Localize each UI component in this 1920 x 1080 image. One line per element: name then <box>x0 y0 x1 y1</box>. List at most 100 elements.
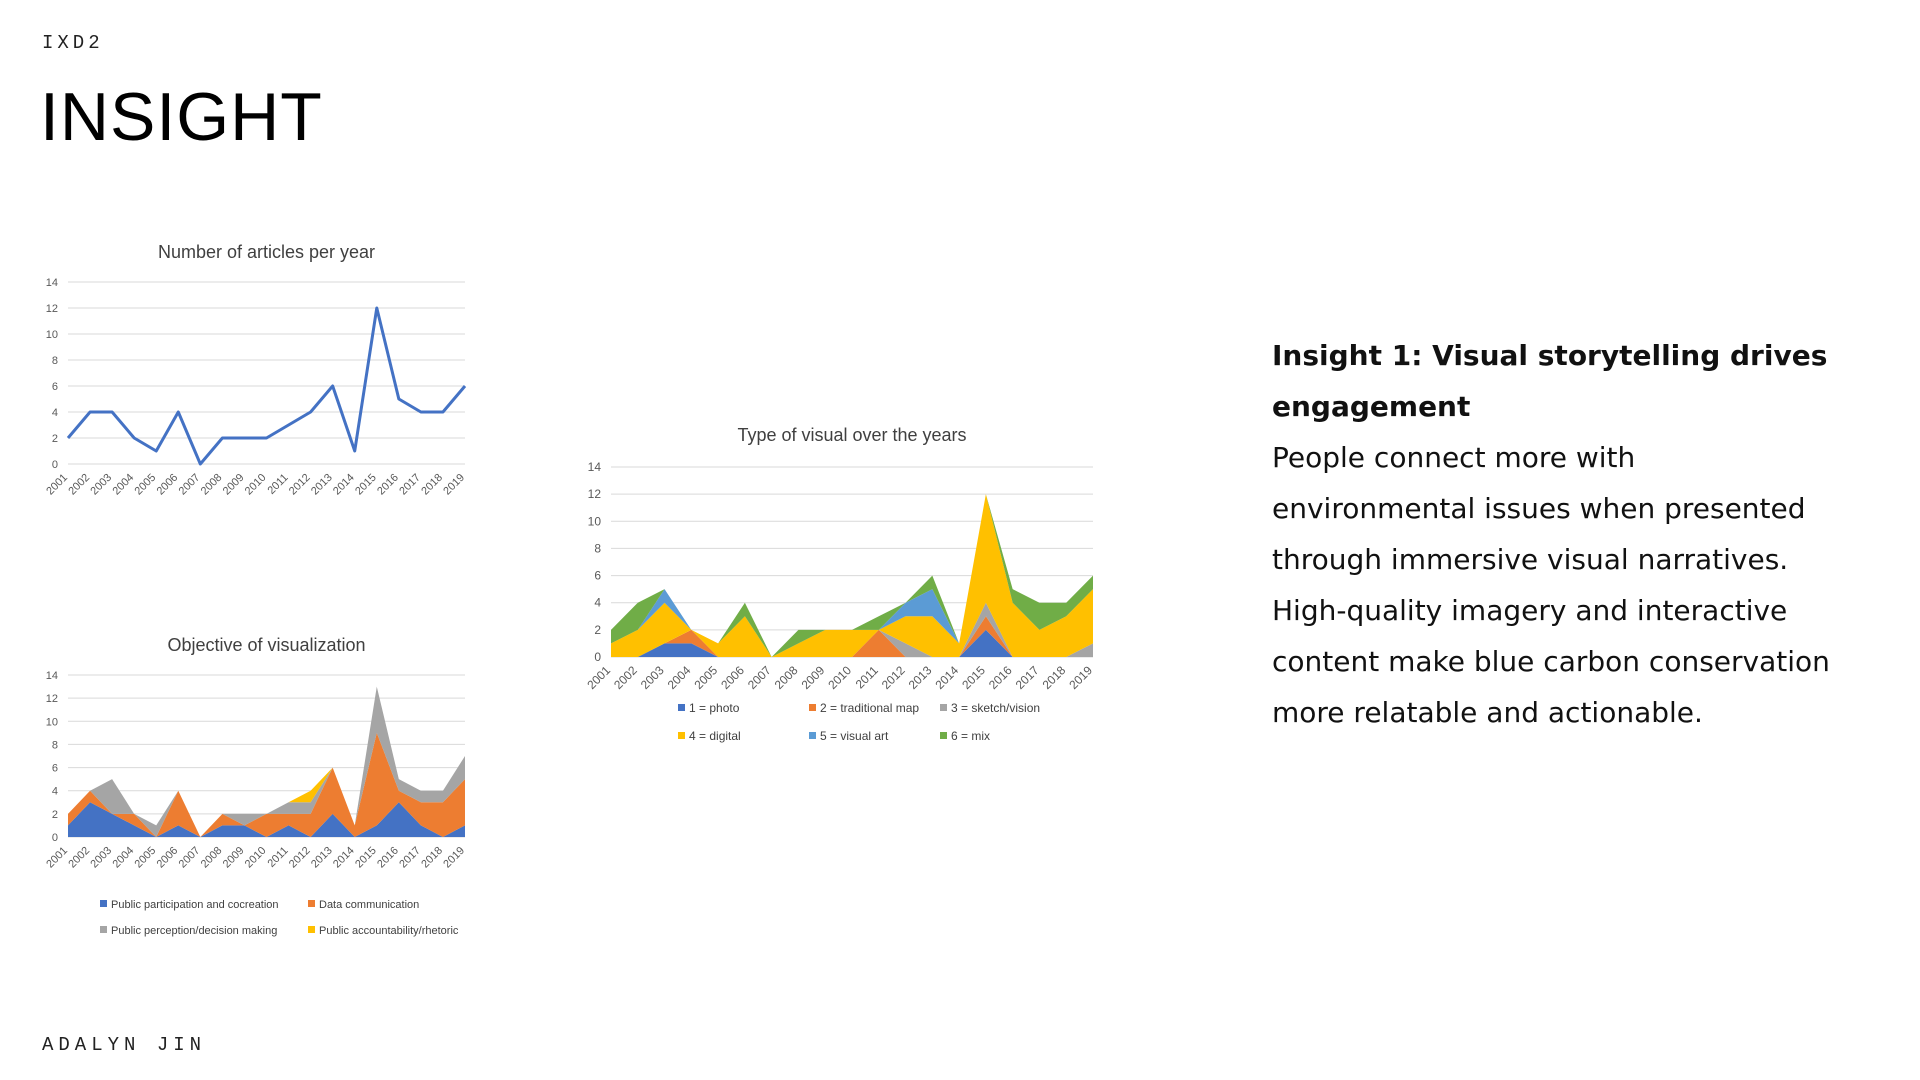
series-area <box>611 602 1093 657</box>
y-tick-label: 14 <box>46 670 58 682</box>
x-tick-label: 2003 <box>88 845 114 871</box>
y-tick-label: 8 <box>52 355 58 367</box>
x-tick-label: 2009 <box>221 845 247 871</box>
x-tick-label: 2012 <box>879 663 908 692</box>
y-tick-label: 0 <box>52 832 58 844</box>
insight-heading: Insight 1: Visual storytelling drives en… <box>1272 339 1828 423</box>
legend-swatch <box>940 704 947 711</box>
x-tick-label: 2016 <box>375 845 401 871</box>
x-tick-label: 2006 <box>155 845 181 871</box>
x-tick-label: 2012 <box>287 472 313 498</box>
y-tick-label: 12 <box>46 693 58 705</box>
x-tick-label: 2019 <box>441 845 467 871</box>
x-tick-label: 2014 <box>331 472 357 498</box>
insight-body: People connect more with environmental i… <box>1272 441 1830 729</box>
x-tick-label: 2005 <box>133 472 159 498</box>
legend-label: 1 = photo <box>689 701 740 715</box>
y-tick-label: 6 <box>52 381 58 393</box>
legend-label: 2 = traditional map <box>820 701 919 715</box>
legend-label: Public accountability/rhetoric <box>319 925 459 937</box>
x-tick-label: 2018 <box>419 845 445 871</box>
x-tick-label: 2018 <box>1040 663 1069 692</box>
x-tick-label: 2003 <box>638 663 667 692</box>
x-tick-label: 2010 <box>825 663 854 692</box>
course-label: IXD2 <box>42 32 104 54</box>
x-tick-label: 2013 <box>309 472 335 498</box>
y-tick-label: 12 <box>588 487 602 501</box>
x-tick-label: 2015 <box>353 472 379 498</box>
chart-title: Type of visual over the years <box>737 425 966 445</box>
x-tick-label: 2017 <box>397 845 423 871</box>
x-tick-label: 2005 <box>133 845 159 871</box>
x-tick-label: 2017 <box>397 472 423 498</box>
x-tick-label: 2009 <box>221 472 247 498</box>
x-tick-label: 2008 <box>199 472 225 498</box>
objective-svg: Objective of visualization 0 2 4 6 8 10 12 14 200… <box>44 635 467 937</box>
x-tick-label: 2001 <box>44 845 70 871</box>
y-tick-label: 10 <box>46 329 58 341</box>
y-tick-label: 4 <box>52 407 58 419</box>
legend-swatch <box>678 732 685 739</box>
legend-swatch <box>809 704 816 711</box>
x-tick-label: 2019 <box>441 472 467 498</box>
x-tick-label: 2007 <box>745 663 774 692</box>
x-tick-label: 2006 <box>155 472 181 498</box>
x-tick-label: 2010 <box>243 845 269 871</box>
y-tick-label: 10 <box>588 514 602 528</box>
legend-swatch <box>100 926 107 933</box>
x-tick-label: 2011 <box>853 663 881 691</box>
x-tick-label: 2004 <box>665 663 694 692</box>
legend-swatch <box>678 704 685 711</box>
legend-swatch <box>940 732 947 739</box>
series-area <box>611 629 1093 657</box>
series-area <box>68 732 465 837</box>
y-tick-label: 6 <box>52 763 58 775</box>
x-tick-label: 2004 <box>110 845 136 871</box>
x-tick-label: 2015 <box>353 845 379 871</box>
author-name: ADALYN JIN <box>42 1034 207 1056</box>
x-tick-label: 2018 <box>419 472 445 498</box>
x-tick-label: 2006 <box>718 663 747 692</box>
x-tick-label: 2016 <box>986 663 1015 692</box>
legend-label: Data communication <box>319 899 419 911</box>
x-tick-label: 2007 <box>177 845 203 871</box>
x-tick-label: 2002 <box>66 845 92 871</box>
x-tick-label: 2019 <box>1066 663 1095 692</box>
y-tick-label: 14 <box>46 277 58 289</box>
y-tick-label: 12 <box>46 303 58 315</box>
x-tick-label: 2010 <box>243 472 269 498</box>
x-tick-label: 2007 <box>177 472 203 498</box>
y-tick-label: 2 <box>594 623 601 637</box>
articles-per-year-chart: Number of articles per year 0 2 4 6 8 10 12 14 20… <box>30 232 560 542</box>
series-area <box>611 616 1093 657</box>
x-tick-label: 2008 <box>199 845 225 871</box>
y-tick-label: 8 <box>594 541 601 555</box>
x-tick-label: 2013 <box>906 663 935 692</box>
y-tick-label: 4 <box>594 596 601 610</box>
legend-label: 5 = visual art <box>820 729 889 743</box>
legend-swatch <box>308 900 315 907</box>
x-tick-label: 2003 <box>88 472 114 498</box>
legend-label: 6 = mix <box>951 729 990 743</box>
x-tick-label: 2004 <box>110 472 136 498</box>
x-tick-label: 2002 <box>611 663 640 692</box>
legend-label: 4 = digital <box>689 729 741 743</box>
chart-title: Number of articles per year <box>158 242 375 262</box>
x-tick-label: 2011 <box>265 472 290 497</box>
x-tick-label: 2017 <box>1013 663 1042 692</box>
x-tick-label: 2014 <box>932 663 961 692</box>
y-tick-label: 2 <box>52 433 58 445</box>
legend-swatch <box>308 926 315 933</box>
x-tick-label: 2013 <box>309 845 335 871</box>
y-tick-label: 6 <box>594 569 601 583</box>
x-tick-label: 2008 <box>772 663 801 692</box>
legend-swatch <box>809 732 816 739</box>
legend-label: 3 = sketch/vision <box>951 701 1040 715</box>
y-tick-label: 0 <box>594 650 601 664</box>
x-tick-label: 2002 <box>66 472 92 498</box>
insight-panel: Insight 1: Visual storytelling drives en… <box>1272 330 1832 738</box>
x-tick-label: 2001 <box>44 472 70 498</box>
x-tick-label: 2015 <box>959 663 988 692</box>
x-tick-label: 2014 <box>331 845 357 871</box>
visual-type-svg: Type of visual over the years 0 2 4 6 8 10 12 14… <box>584 425 1095 743</box>
